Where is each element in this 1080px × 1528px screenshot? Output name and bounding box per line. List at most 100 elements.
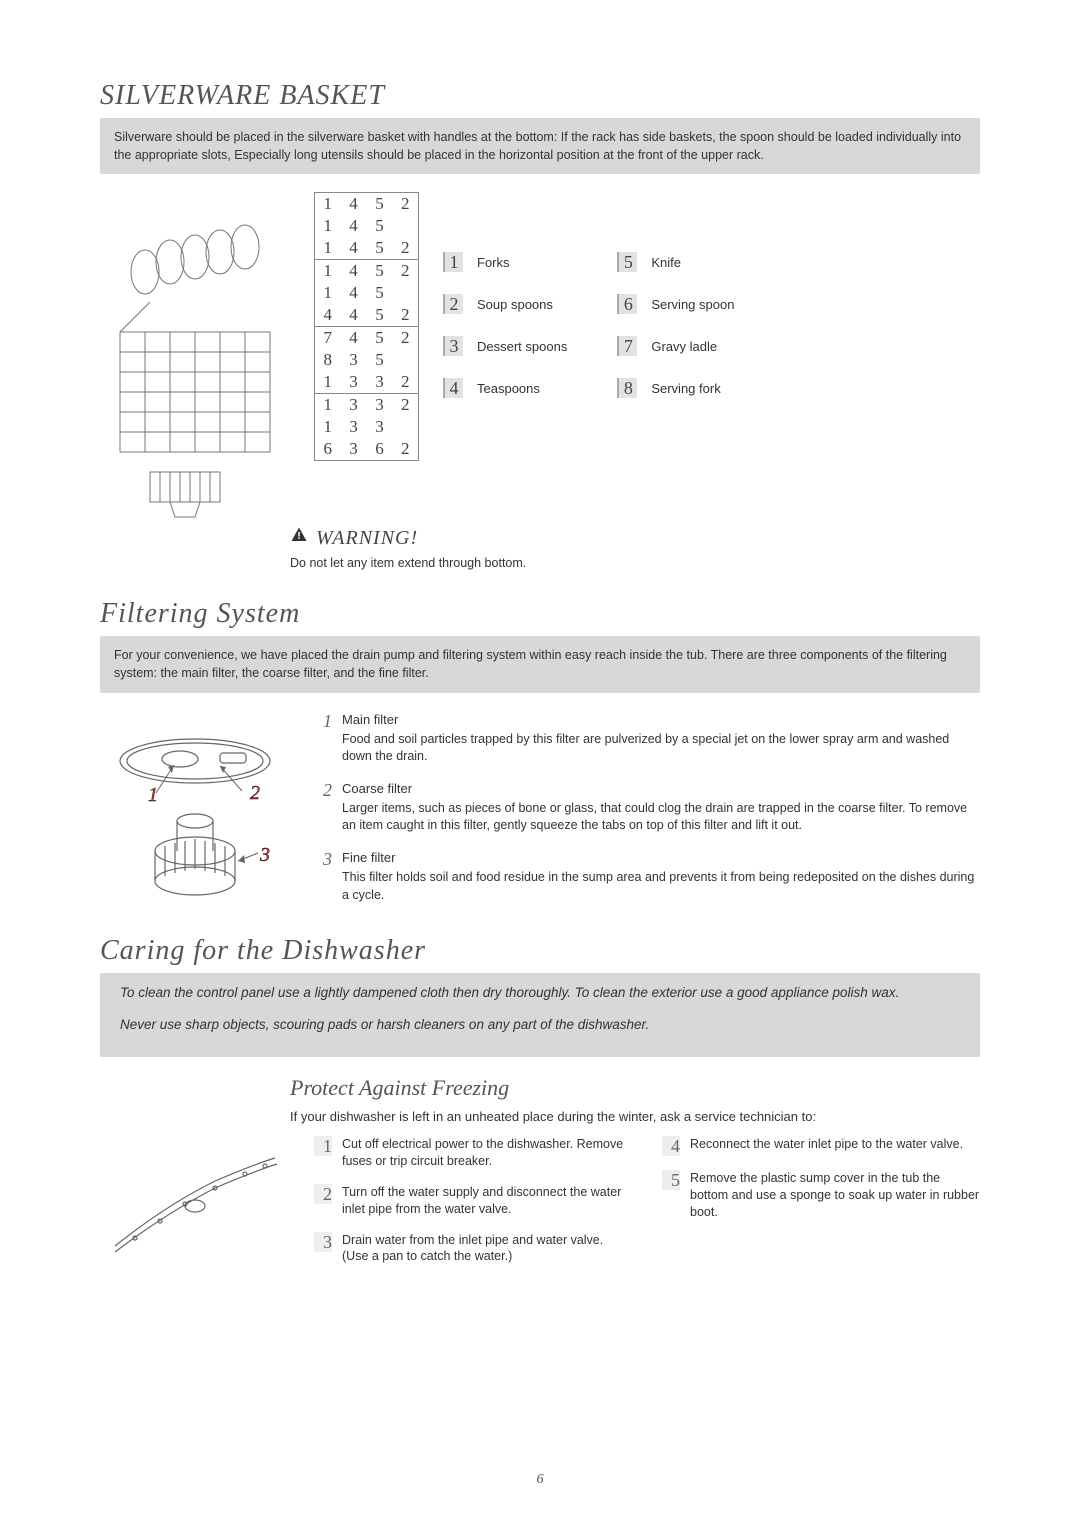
page-number: 6 (0, 1472, 1080, 1488)
grid-cell: 4 (341, 327, 367, 350)
filter-items-list: 1 Main filter Food and soil particles trap… (314, 711, 980, 905)
grid-cell: 3 (341, 416, 367, 438)
grid-cell: 2 (393, 394, 419, 417)
grid-cell: 1 (315, 416, 341, 438)
filter-item-body: Main filter Food and soil particles trapp… (342, 711, 980, 766)
warning-title-text: WARNING! (316, 527, 418, 550)
caring-para2: Never use sharp objects, scouring pads o… (120, 1015, 960, 1035)
legend-number: 8 (617, 378, 637, 398)
legend-label: Soup spoons (477, 297, 553, 312)
grid-cell: 5 (367, 237, 393, 260)
grid-cell: 3 (367, 416, 393, 438)
grid-cell (393, 282, 419, 304)
svg-text:2: 2 (250, 782, 260, 804)
warning-text: Do not let any item extend through botto… (290, 556, 980, 570)
grid-cell: 4 (341, 215, 367, 237)
grid-cell: 1 (315, 193, 341, 216)
legend-number: 3 (443, 336, 463, 356)
grid-cell: 5 (367, 260, 393, 283)
legend-number: 4 (443, 378, 463, 398)
svg-text:1: 1 (148, 784, 158, 806)
grid-cell: 4 (341, 282, 367, 304)
grid-cell: 3 (367, 371, 393, 394)
filter-item-title: Fine filter (342, 849, 980, 867)
warning-title: WARNING! (290, 526, 980, 550)
grid-cell: 2 (393, 193, 419, 216)
section-title-filtering: Filtering System (100, 598, 980, 630)
filter-item-desc: This filter holds soil and food residue … (342, 869, 980, 904)
legend-label: Teaspoons (477, 381, 540, 396)
grid-cell: 1 (315, 394, 341, 417)
freezing-intro: If your dishwasher is left in an unheate… (290, 1109, 980, 1124)
filter-illustration-svg: 1 2 3 (110, 721, 280, 901)
grid-cell: 7 (315, 327, 341, 350)
legend-item: 1Forks (443, 252, 567, 272)
legend-item: 2 Soup spoons (443, 294, 567, 314)
spray-arm-svg (105, 1146, 285, 1266)
filter-item-title: Coarse filter (342, 780, 980, 798)
grid-cell: 5 (367, 327, 393, 350)
grid-cell (393, 215, 419, 237)
freeze-step-text: Drain water from the inlet pipe and wate… (342, 1232, 632, 1266)
silverware-intro: Silverware should be placed in the silve… (100, 118, 980, 174)
grid-cell: 5 (367, 282, 393, 304)
filter-item-number: 2 (314, 780, 332, 835)
grid-cell: 4 (341, 237, 367, 260)
freeze-step: 3 Drain water from the inlet pipe and wat… (314, 1232, 632, 1266)
freeze-step-text: Reconnect the water inlet pipe to the wa… (690, 1136, 980, 1156)
filter-item-desc: Food and soil particles trapped by this … (342, 731, 980, 766)
grid-cell: 4 (341, 304, 367, 327)
freezing-col-left: 1Cut off electrical power to the dishwas… (314, 1136, 632, 1276)
filter-item-body: Fine filter This filter holds soil and fo… (342, 849, 980, 904)
grid-cell: 1 (315, 371, 341, 394)
filter-item-body: Coarse filter Larger items, such as piece… (342, 780, 980, 835)
grid-cell: 4 (341, 193, 367, 216)
grid-cell: 1 (315, 215, 341, 237)
freeze-step-text: Remove the plastic sump cover in the tub… (690, 1170, 980, 1221)
filtering-content-row: 1 2 3 1 Main filter Food and soil particle… (100, 711, 980, 911)
filtering-intro: For your convenience, we have placed the… (100, 636, 980, 692)
freeze-step: 2Turn off the water supply and disconnec… (314, 1184, 632, 1218)
grid-cell: 3 (341, 371, 367, 394)
legend-number: 2 (443, 294, 463, 314)
grid-cell: 5 (367, 215, 393, 237)
freezing-columns: 1Cut off electrical power to the dishwas… (314, 1136, 980, 1276)
silverware-number-grid: 1452145145214521454452745283513321332133… (314, 192, 419, 461)
grid-cell: 3 (341, 349, 367, 371)
legend-item: 3Dessert spoons (443, 336, 567, 356)
caring-info-box: To clean the control panel use a lightly… (100, 973, 980, 1058)
grid-cell: 3 (341, 438, 367, 461)
filter-item: 3 Fine filter This filter holds soil and f… (314, 849, 980, 904)
grid-cell: 5 (367, 304, 393, 327)
freeze-step-number: 5 (662, 1170, 680, 1190)
grid-cell: 4 (341, 260, 367, 283)
freeze-step-number: 4 (662, 1136, 680, 1156)
filter-item-number: 1 (314, 711, 332, 766)
legend-label: Forks (477, 255, 510, 270)
freeze-step: 1Cut off electrical power to the dishwas… (314, 1136, 632, 1170)
filter-item-desc: Larger items, such as pieces of bone or … (342, 800, 980, 835)
silverware-legend: 1Forks 2 Soup spoons 3Dessert spoons 4 Teaspo… (443, 252, 734, 398)
grid-cell: 2 (393, 237, 419, 260)
grid-cell: 1 (315, 260, 341, 283)
legend-label: Serving fork (651, 381, 720, 396)
spray-arm-diagram (100, 1136, 290, 1276)
grid-cell: 3 (341, 394, 367, 417)
grid-cell: 1 (315, 282, 341, 304)
silverware-basket-diagram (100, 192, 290, 522)
section-title-caring: Caring for the Dishwasher (100, 935, 980, 967)
filter-diagram: 1 2 3 (100, 711, 290, 911)
grid-cell (393, 416, 419, 438)
grid-cell: 2 (393, 304, 419, 327)
filter-item-number: 3 (314, 849, 332, 904)
legend-number: 7 (617, 336, 637, 356)
freeze-step: 4 Reconnect the water inlet pipe to the w… (662, 1136, 980, 1156)
warning-block: WARNING! Do not let any item extend thro… (290, 526, 980, 570)
grid-cell: 6 (315, 438, 341, 461)
freeze-step-number: 3 (314, 1232, 332, 1252)
filter-item-title: Main filter (342, 711, 980, 729)
grid-cell: 5 (367, 193, 393, 216)
legend-item: 4 Teaspoons (443, 378, 567, 398)
grid-cell: 5 (367, 349, 393, 371)
legend-item: 7Gravy ladle (617, 336, 734, 356)
